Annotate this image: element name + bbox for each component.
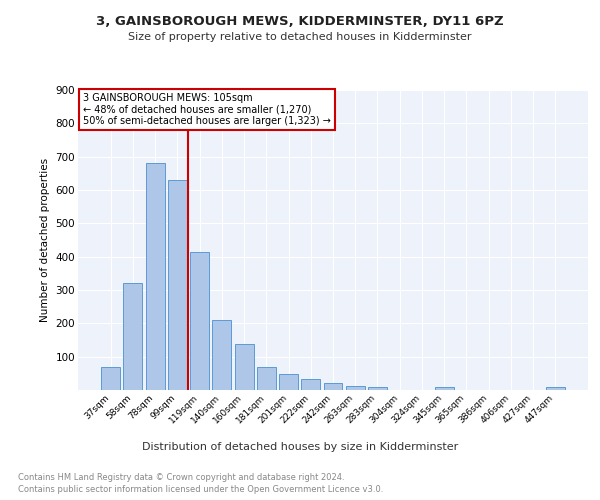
Text: Contains HM Land Registry data © Crown copyright and database right 2024.: Contains HM Land Registry data © Crown c…: [18, 472, 344, 482]
Bar: [546, 388, 565, 390]
Bar: [101, 366, 120, 390]
Bar: [212, 320, 231, 390]
Bar: [279, 374, 298, 390]
Text: 3 GAINSBOROUGH MEWS: 105sqm
← 48% of detached houses are smaller (1,270)
50% of : 3 GAINSBOROUGH MEWS: 105sqm ← 48% of det…: [83, 93, 331, 126]
Bar: [146, 164, 164, 390]
Bar: [368, 386, 387, 390]
Bar: [323, 382, 343, 390]
Bar: [257, 368, 276, 390]
Text: Contains public sector information licensed under the Open Government Licence v3: Contains public sector information licen…: [18, 485, 383, 494]
Text: 3, GAINSBOROUGH MEWS, KIDDERMINSTER, DY11 6PZ: 3, GAINSBOROUGH MEWS, KIDDERMINSTER, DY1…: [96, 15, 504, 28]
Bar: [346, 386, 365, 390]
Bar: [124, 284, 142, 390]
Y-axis label: Number of detached properties: Number of detached properties: [40, 158, 50, 322]
Bar: [190, 252, 209, 390]
Bar: [435, 388, 454, 390]
Text: Size of property relative to detached houses in Kidderminster: Size of property relative to detached ho…: [128, 32, 472, 42]
Text: Distribution of detached houses by size in Kidderminster: Distribution of detached houses by size …: [142, 442, 458, 452]
Bar: [235, 344, 254, 390]
Bar: [168, 180, 187, 390]
Bar: [301, 379, 320, 390]
